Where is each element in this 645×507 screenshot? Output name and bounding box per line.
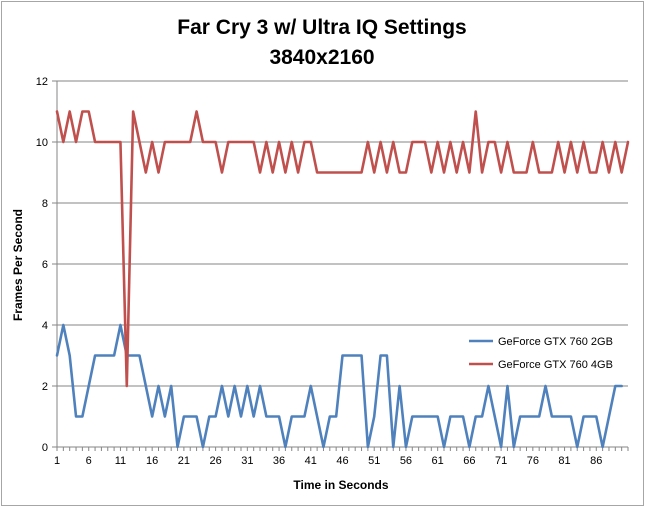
x-axis-label: Time in Seconds xyxy=(293,478,388,492)
y-tick-label: 6 xyxy=(42,259,48,271)
x-tick-label: 36 xyxy=(273,455,285,467)
series-line-2 xyxy=(55,110,630,388)
x-tick-label: 11 xyxy=(115,455,126,467)
y-tick-label: 8 xyxy=(42,198,48,210)
y-tick-label: 10 xyxy=(36,137,48,149)
x-tick-label: 86 xyxy=(590,455,602,467)
x-tick-label: 46 xyxy=(336,455,348,467)
series-lines xyxy=(55,110,630,449)
x-tick-label: 16 xyxy=(146,455,158,467)
legend: GeForce GTX 760 2GB GeForce GTX 760 4GB xyxy=(469,336,613,371)
x-tick-label: 66 xyxy=(463,455,475,467)
y-axis-label: Frames Per Second xyxy=(11,209,25,321)
chart-title: Far Cry 3 w/ Ultra IQ Settings xyxy=(177,16,466,39)
x-tick-label: 31 xyxy=(241,455,253,467)
y-tick-label: 2 xyxy=(42,381,48,393)
x-tick-label: 41 xyxy=(305,455,317,467)
x-tick-label: 56 xyxy=(400,455,412,467)
x-tick-label: 81 xyxy=(558,455,570,467)
chart-subtitle: 3840x2160 xyxy=(269,46,374,69)
x-tick-label: 51 xyxy=(368,455,380,467)
x-tick-label: 76 xyxy=(527,455,539,467)
series-line-1 xyxy=(55,323,623,449)
y-tick-label: 4 xyxy=(42,320,48,332)
y-tick-label: 0 xyxy=(42,442,48,454)
x-tick-label: 6 xyxy=(86,455,92,467)
x-tick-label: 21 xyxy=(178,455,190,467)
x-tick-label: 61 xyxy=(432,455,444,467)
x-tick-label: 1 xyxy=(54,455,60,467)
legend-label-2: GeForce GTX 760 4GB xyxy=(498,359,613,371)
legend-label-1: GeForce GTX 760 2GB xyxy=(498,336,613,348)
y-tick-label: 12 xyxy=(36,76,48,88)
x-tick-label: 26 xyxy=(209,455,221,467)
x-tick-label: 71 xyxy=(495,455,507,467)
